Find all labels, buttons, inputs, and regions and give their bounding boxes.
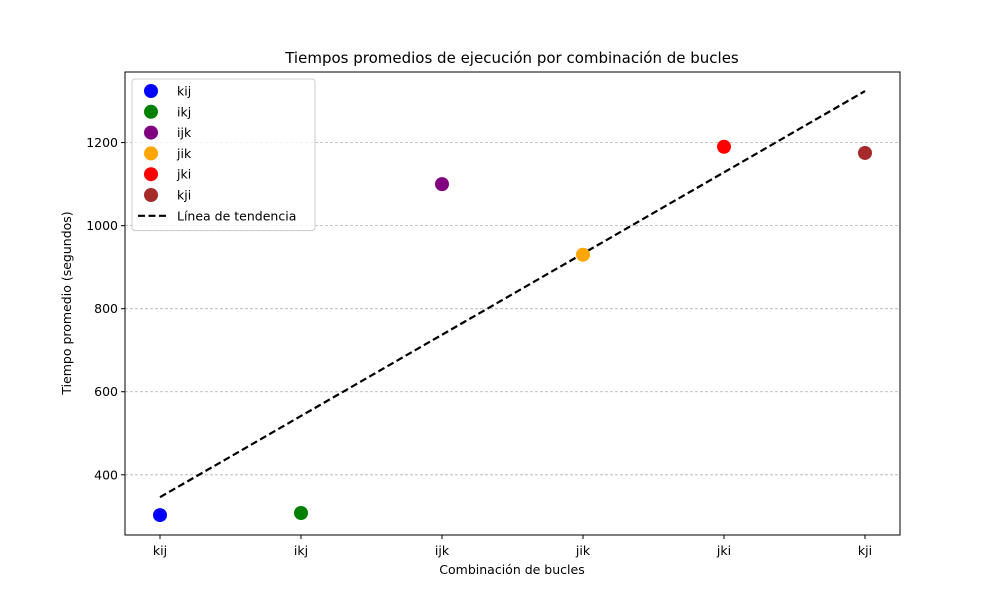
legend-label-ikj: ikj — [177, 104, 191, 119]
y-tick-label: 800 — [94, 301, 118, 316]
legend-marker-kji — [144, 188, 158, 202]
x-tick-label: jki — [716, 543, 731, 558]
y-axis-label: Tiempo promedio (segundos) — [59, 211, 74, 395]
y-tick-label: 600 — [94, 384, 118, 399]
x-tick-label: ijk — [435, 543, 450, 558]
points-group — [153, 139, 872, 523]
data-point-kji — [858, 145, 872, 160]
y-tick-label: 400 — [94, 467, 118, 482]
trendline — [159, 90, 866, 499]
x-axis-label: Combinación de bucles — [439, 562, 584, 577]
legend: kij ikj ijk jik jki kji Línea de tendencia — [131, 78, 316, 232]
data-point-jki — [717, 139, 731, 154]
y-tick-label: 1200 — [86, 135, 118, 150]
data-point-kij — [153, 508, 167, 523]
chart-title: Tiempos promedios de ejecución por combi… — [284, 49, 739, 67]
data-point-ikj — [294, 505, 308, 520]
data-point-ijk — [435, 177, 449, 192]
data-point-jik — [576, 247, 590, 262]
y-tick-label: 1000 — [86, 218, 118, 233]
trendline-group — [159, 90, 866, 499]
legend-label-kij: kij — [177, 84, 191, 99]
x-axis: kij ikj ijk jik jki kji — [153, 535, 872, 558]
y-axis: 400 600 800 1000 1200 — [86, 135, 125, 482]
legend-label-jik: jik — [176, 146, 192, 161]
x-tick-label: kij — [153, 543, 167, 558]
legend-box — [131, 78, 316, 232]
grid — [125, 142, 900, 476]
legend-marker-ijk — [144, 125, 158, 140]
x-tick-label: kji — [858, 543, 872, 558]
legend-label-ijk: ijk — [177, 125, 192, 140]
plot-frame — [124, 71, 901, 536]
legend-marker-kij — [144, 84, 158, 98]
legend-marker-jik — [144, 146, 158, 161]
x-tick-label: ikj — [294, 543, 308, 558]
legend-marker-ikj — [144, 104, 158, 119]
legend-marker-jki — [144, 167, 158, 182]
legend-label-jki: jki — [176, 167, 191, 182]
x-tick-label: jik — [575, 543, 591, 558]
legend-label-trendline: Línea de tendencia — [177, 208, 296, 223]
legend-label-kji: kji — [177, 188, 191, 203]
